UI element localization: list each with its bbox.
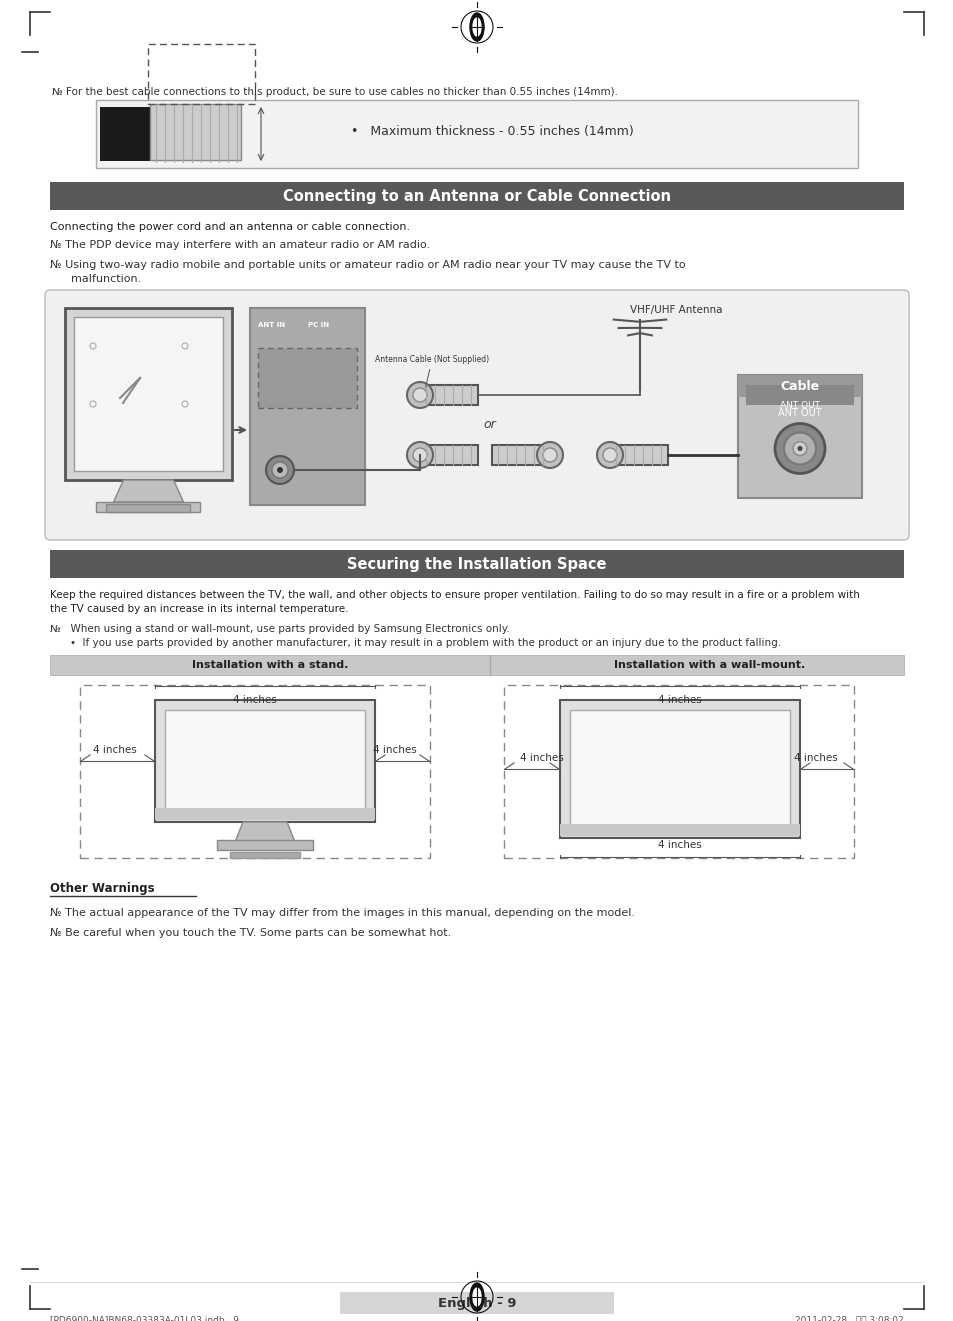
Bar	[559, 700, 800, 838]
Bar	[339, 1292, 614, 1314]
Ellipse shape	[473, 1288, 480, 1306]
Circle shape	[542, 448, 557, 462]
Bar	[609, 445, 667, 465]
Bar	[50, 182, 903, 210]
Text: Installation with a stand.: Installation with a stand.	[192, 660, 348, 670]
Text: 4 inches: 4 inches	[233, 695, 276, 705]
Text: [PD6900-NA]BN68-03383A-01L03.indb   9: [PD6900-NA]BN68-03383A-01L03.indb 9	[50, 1314, 239, 1321]
Text: •   Maximum thickness - 0.55 inches (14mm): • Maximum thickness - 0.55 inches (14mm)	[351, 125, 633, 139]
FancyBboxPatch shape	[45, 291, 908, 540]
Text: Cable: Cable	[780, 379, 819, 392]
Text: № Using two-way radio mobile and portable units or amateur radio or AM radio nea: № Using two-way radio mobile and portabl…	[50, 260, 685, 269]
Text: English - 9: English - 9	[437, 1296, 516, 1309]
Text: Antenna Cable (Not Supplied): Antenna Cable (Not Supplied)	[375, 355, 489, 387]
Circle shape	[792, 441, 806, 456]
Bar	[492, 445, 550, 465]
Bar	[257, 347, 356, 408]
Circle shape	[266, 456, 294, 483]
Ellipse shape	[470, 13, 483, 41]
Bar	[230, 852, 299, 859]
Bar	[100, 107, 201, 161]
Bar	[96, 502, 200, 513]
Circle shape	[797, 446, 801, 450]
Bar	[559, 824, 800, 836]
Text: or: or	[483, 419, 496, 432]
Text: Keep the required distances between the TV, the wall, and other objects to ensur: Keep the required distances between the …	[50, 590, 859, 600]
Circle shape	[272, 462, 288, 478]
Text: Securing the Installation Space: Securing the Installation Space	[347, 556, 606, 572]
Bar	[150, 104, 241, 160]
Text: Other Warnings: Other Warnings	[50, 882, 154, 896]
Ellipse shape	[473, 18, 480, 36]
Circle shape	[413, 388, 427, 402]
Text: № Be careful when you touch the TV. Some parts can be somewhat hot.: № Be careful when you touch the TV. Some…	[50, 927, 451, 938]
Text: ANT IN: ANT IN	[257, 322, 285, 328]
Text: •  If you use parts provided by another manufacturer, it may result in a problem: • If you use parts provided by another m…	[70, 638, 781, 649]
Text: Connecting to an Antenna or Cable Connection: Connecting to an Antenna or Cable Connec…	[283, 189, 670, 203]
Text: №   When using a stand or wall-mount, use parts provided by Samsung Electronics : № When using a stand or wall-mount, use …	[50, 624, 509, 634]
Text: Connecting the power cord and an antenna or cable connection.: Connecting the power cord and an antenna…	[50, 222, 410, 232]
Text: 4 inches: 4 inches	[658, 695, 701, 705]
Bar	[250, 308, 365, 505]
Polygon shape	[234, 822, 294, 841]
Bar	[419, 384, 477, 406]
Polygon shape	[113, 480, 183, 502]
Text: № The PDP device may interfere with an amateur radio or AM radio.: № The PDP device may interfere with an a…	[50, 240, 430, 250]
Circle shape	[602, 448, 617, 462]
Circle shape	[413, 448, 427, 462]
Bar	[419, 445, 477, 465]
Bar	[65, 308, 232, 480]
Bar	[154, 808, 375, 820]
Bar	[50, 550, 903, 579]
Bar	[165, 709, 365, 812]
Text: VHF/UHF Antenna: VHF/UHF Antenna	[629, 305, 721, 314]
Bar	[745, 384, 853, 406]
Text: the TV caused by an increase in its internal temperature.: the TV caused by an increase in its inte…	[50, 604, 348, 614]
Bar	[738, 375, 862, 398]
Text: № The actual appearance of the TV may differ from the images in this manual, dep: № The actual appearance of the TV may di…	[50, 908, 635, 918]
Circle shape	[407, 443, 433, 468]
Bar	[107, 505, 191, 513]
Text: 4 inches: 4 inches	[658, 840, 701, 849]
Circle shape	[597, 443, 622, 468]
Circle shape	[774, 424, 824, 473]
Text: ANT OUT: ANT OUT	[778, 408, 821, 417]
Bar	[80, 686, 430, 859]
Text: № For the best cable connections to this product, be sure to use cables no thick: № For the best cable connections to this…	[52, 87, 618, 96]
Text: Installation with a wall-mount.: Installation with a wall-mount.	[614, 660, 804, 670]
Circle shape	[537, 443, 562, 468]
Text: 4 inches: 4 inches	[793, 753, 837, 764]
Bar	[738, 375, 862, 498]
Circle shape	[407, 382, 433, 408]
Bar	[503, 686, 853, 859]
Bar	[154, 700, 375, 822]
Text: 4 inches: 4 inches	[93, 745, 136, 756]
Bar	[216, 840, 313, 849]
Bar	[96, 100, 857, 168]
Bar	[148, 44, 254, 104]
Text: 4 inches: 4 inches	[373, 745, 416, 756]
Bar	[50, 655, 903, 675]
Text: 2011-02-28   오후 3:08:02: 2011-02-28 오후 3:08:02	[795, 1314, 903, 1321]
Text: malfunction.: malfunction.	[50, 273, 141, 284]
Bar	[74, 317, 223, 472]
Bar	[569, 709, 789, 828]
Text: PC IN: PC IN	[308, 322, 329, 328]
Circle shape	[276, 468, 283, 473]
Circle shape	[783, 432, 815, 465]
Ellipse shape	[470, 1283, 483, 1310]
Text: 4 inches: 4 inches	[519, 753, 563, 764]
Text: ANT OUT: ANT OUT	[780, 402, 820, 411]
